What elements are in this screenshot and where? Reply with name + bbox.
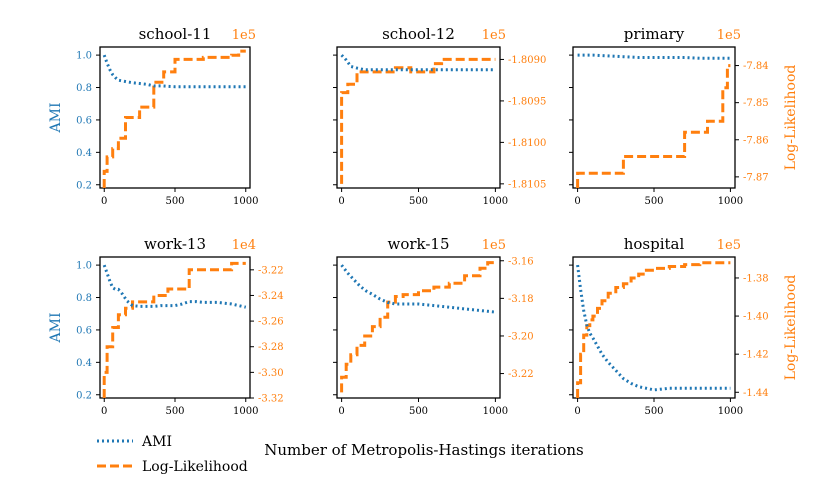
loglik-tick-label: -1.8090 <box>508 55 546 66</box>
x-tick-label: 500 <box>409 406 428 417</box>
ami-series-line <box>102 264 247 309</box>
loglik-exponent-label: 1e5 <box>232 28 256 43</box>
x-tick-label: 500 <box>165 196 184 207</box>
loglik-exponent-label: 1e4 <box>232 238 256 253</box>
x-tick-label: 500 <box>409 196 428 207</box>
subplot-hospital: hospital 0 500 1000-1.44 -1.42 -1.40 -1.38 1e5 L… <box>569 235 799 417</box>
loglik-tick-label: -3.28 <box>258 342 284 353</box>
loglik-tick-label: -3.30 <box>258 368 284 379</box>
axes-frame <box>572 46 736 189</box>
ami-tick-label: 0.4 <box>76 358 92 369</box>
ami-tick-label: 0.8 <box>76 293 92 304</box>
loglik-tick-label: -1.40 <box>743 312 769 323</box>
x-tick-label: 0 <box>574 406 580 417</box>
loglik-series-line <box>340 261 496 393</box>
subplot-work-13: work-13 0 500 1000 0.2 0.4 0.6 0.8 1.0 -3.32 -3.30… <box>48 235 284 417</box>
ami-tick-label: 0.6 <box>76 115 92 126</box>
loglik-axis-label: Log-Likelihood <box>783 65 799 171</box>
x-tick-label: 0 <box>338 406 344 417</box>
loglik-series-line <box>102 261 246 398</box>
loglik-exponent-label: 1e5 <box>482 28 506 43</box>
loglik-tick-label: -1.8095 <box>508 96 546 107</box>
x-tick-label: 500 <box>165 406 184 417</box>
ami-axis-label: AMI <box>48 313 64 344</box>
x-tick-label: 1000 <box>718 196 743 207</box>
loglik-exponent-label: 1e5 <box>717 238 741 253</box>
x-tick-label: 500 <box>644 196 663 207</box>
x-tick-label: 1000 <box>233 406 258 417</box>
loglik-series-line <box>340 57 496 184</box>
ami-axis-label: AMI <box>48 103 64 134</box>
legend-ami-label: AMI <box>141 434 172 450</box>
ami-series-line <box>577 53 731 60</box>
subplot-title: work-13 <box>144 235 206 253</box>
loglik-tick-label: -7.84 <box>743 61 769 72</box>
x-axis-label: Number of Metropolis-Hastings iterations <box>264 441 584 459</box>
loglik-tick-label: -3.32 <box>258 394 284 405</box>
ami-tick-label: 0.6 <box>76 325 92 336</box>
loglik-tick-label: -3.22 <box>508 369 534 380</box>
subplot-school-11: school-11050010000.20.40.60.81.0-1.08-1.… <box>48 25 258 207</box>
ami-tick-label: 0.8 <box>76 83 92 94</box>
ami-series-line <box>340 54 496 72</box>
axes-frame <box>336 256 501 399</box>
ami-tick-label: 1.0 <box>76 261 92 272</box>
ami-tick-label: 0.2 <box>76 390 92 401</box>
ami-tick-label: 0.2 <box>76 180 92 191</box>
loglik-axis-label: Log-Likelihood <box>783 275 799 381</box>
x-tick-label: 0 <box>101 406 107 417</box>
loglik-tick-label: -7.85 <box>743 98 769 109</box>
subplot-school-12: school-12 0 500 1000-1.8105 -1.8100 -1.8095 -1… <box>333 25 546 207</box>
loglik-tick-label: -7.86 <box>743 135 769 146</box>
loglik-tick-label: -3.24 <box>258 291 284 302</box>
loglik-tick-label: -3.20 <box>508 331 534 342</box>
loglik-tick-label: -3.26 <box>258 317 284 328</box>
loglik-series-line <box>102 49 246 188</box>
subplot-primary: primary 0 500 1000 -7.87 -7.86 -7.85 -7.84 1e5 Lo… <box>569 25 799 207</box>
x-tick-label: 1000 <box>483 406 508 417</box>
loglik-series-line <box>576 261 731 398</box>
ami-series-line <box>340 264 496 314</box>
loglik-tick-label: -1.8100 <box>508 138 546 149</box>
subplot-title: school-12 <box>382 25 455 43</box>
x-tick-label: 1000 <box>483 196 508 207</box>
axes-frame <box>99 256 251 399</box>
ami-tick-label: 1.0 <box>76 51 92 62</box>
subplot-title: primary <box>624 25 685 43</box>
subplot-title: work-15 <box>387 235 449 253</box>
axes-frame <box>572 256 736 399</box>
loglik-tick-label: -3.18 <box>508 294 534 305</box>
loglik-exponent-label: 1e5 <box>717 28 741 43</box>
ami-tick-label: 0.4 <box>76 148 92 159</box>
ami-series-line <box>576 264 731 392</box>
ami-series-line <box>102 54 246 89</box>
x-tick-label: 500 <box>644 406 663 417</box>
loglik-exponent-label: 1e5 <box>482 238 506 253</box>
x-tick-label: 0 <box>101 196 107 207</box>
loglik-series-line <box>576 64 731 188</box>
legend: AMI Log-Likelihood <box>97 434 248 475</box>
loglik-tick-label: -3.16 <box>508 256 534 267</box>
x-tick-label: 0 <box>574 196 580 207</box>
loglik-tick-label: -1.42 <box>743 350 769 361</box>
x-tick-label: 1000 <box>718 406 743 417</box>
x-tick-label: 0 <box>338 196 344 207</box>
x-tick-label: 1000 <box>233 196 258 207</box>
loglik-tick-label: -1.44 <box>743 388 769 399</box>
subplot-title: hospital <box>624 235 685 253</box>
loglik-tick-label: -1.38 <box>743 273 769 284</box>
loglik-tick-label: -1.8105 <box>508 179 546 190</box>
loglik-tick-label: -7.87 <box>743 172 769 183</box>
legend-loglik-label: Log-Likelihood <box>142 459 248 475</box>
subplot-title: school-11 <box>139 25 212 43</box>
loglik-tick-label: -3.22 <box>258 265 284 276</box>
